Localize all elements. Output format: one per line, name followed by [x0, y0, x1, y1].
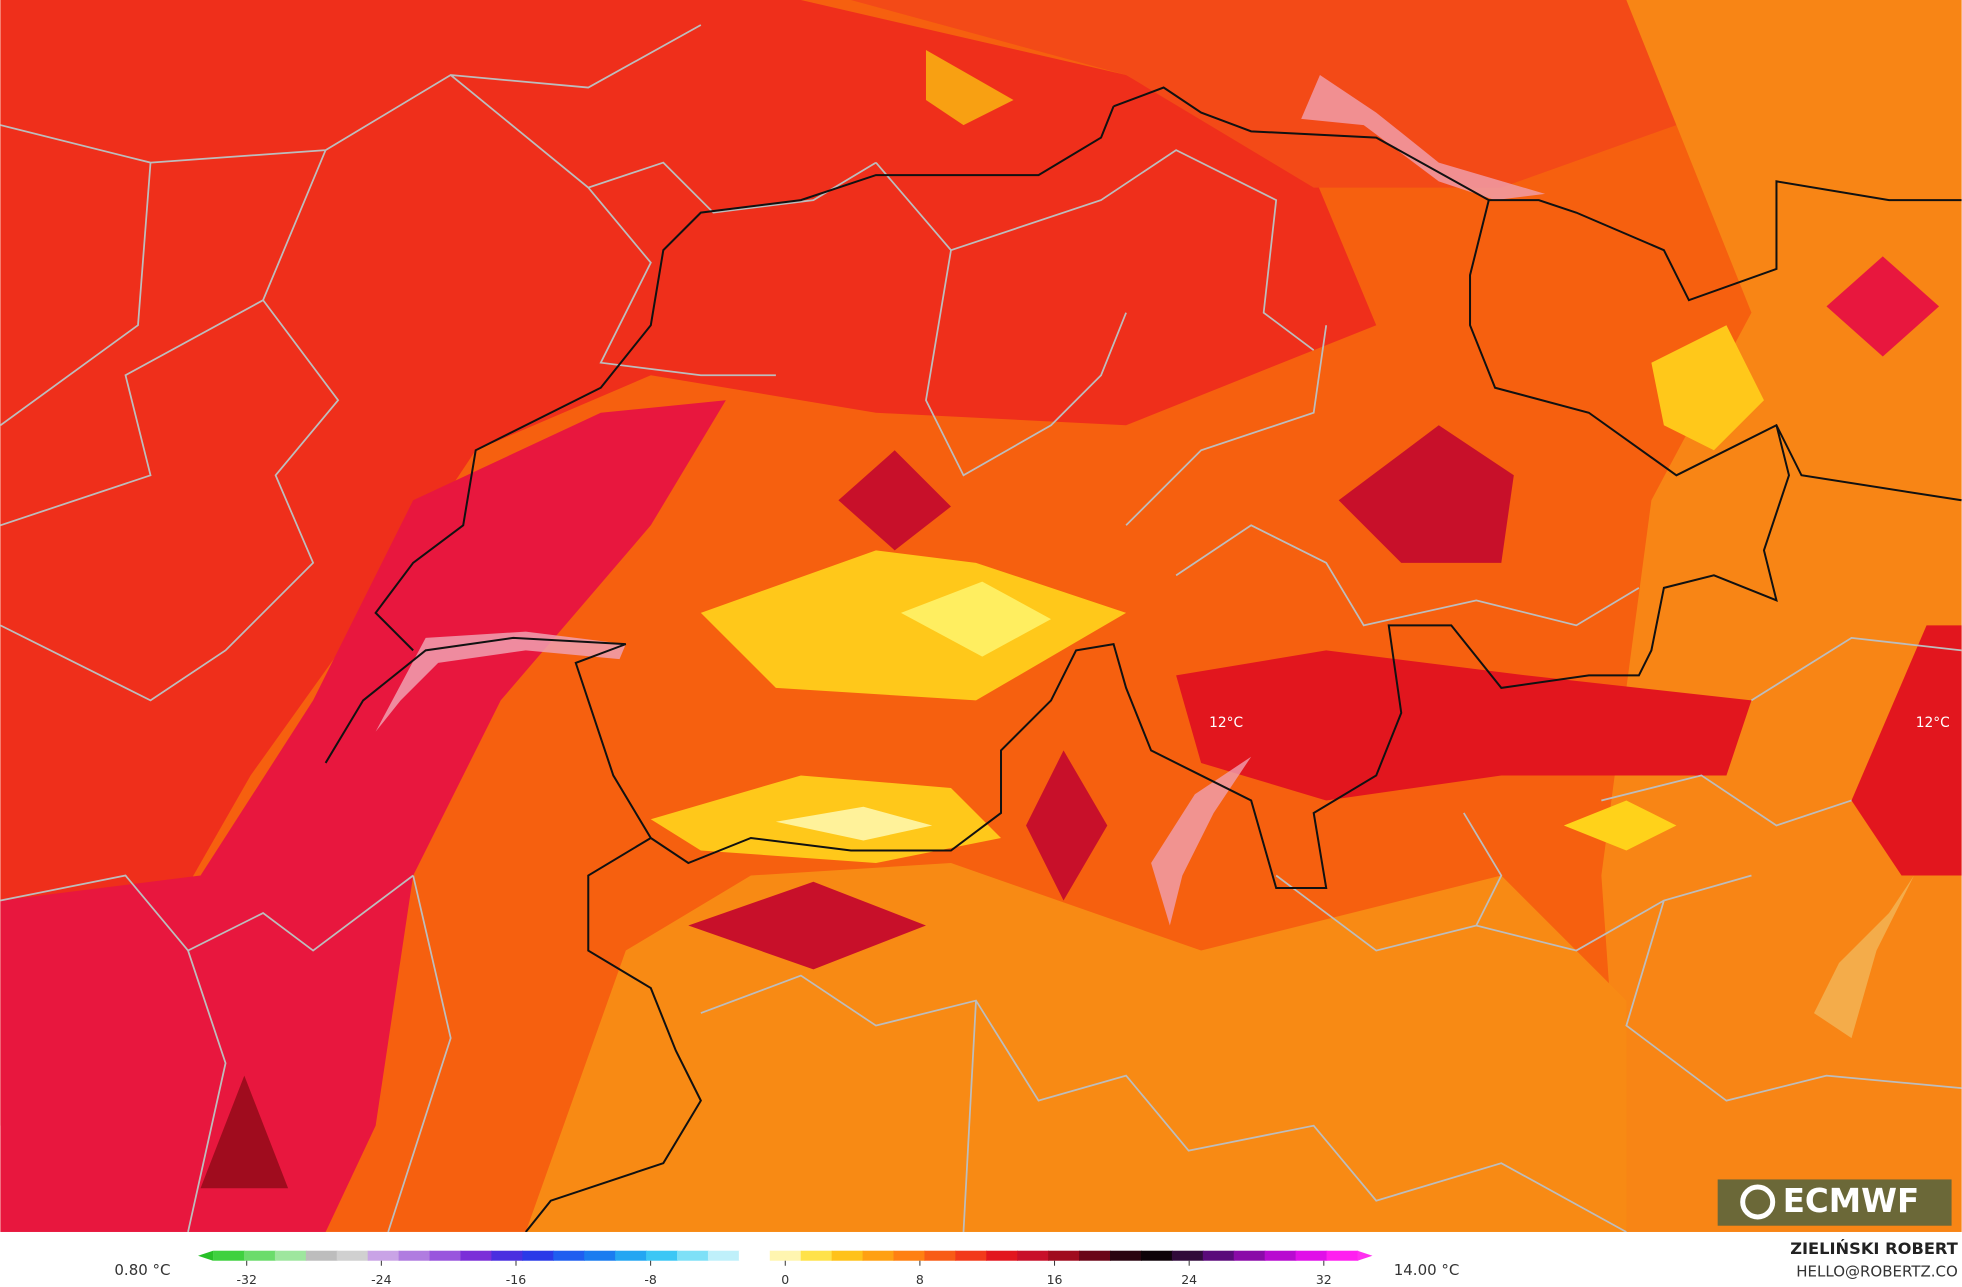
colorbar-segment [1048, 1250, 1080, 1261]
colorbar-tick-label: -16 [506, 1272, 526, 1287]
field-yellow [700, 550, 1127, 701]
field-yellow [1563, 800, 1677, 851]
field-warm [925, 50, 1014, 126]
colorbar-segment [1326, 1250, 1359, 1261]
colorbar-segment [1202, 1250, 1235, 1261]
field-dark [200, 1075, 289, 1189]
lake [375, 631, 626, 732]
colorbar-segment [955, 1250, 988, 1261]
field-red-orange [850, 0, 1677, 188]
colorbar-tick-label: 32 [1316, 1272, 1332, 1287]
colorbar-tick-label: -24 [371, 1272, 391, 1287]
map: 12°C 12°C ECMWF [0, 0, 1962, 1233]
field-deep-red [1338, 425, 1514, 563]
field-crimson [0, 400, 726, 1232]
colorbar-segment [553, 1250, 585, 1261]
max-label: 14.00 °C [1394, 1261, 1460, 1279]
field-orange-south [525, 863, 1627, 1232]
colorbar-segment [677, 1250, 709, 1261]
colorbar-segment [1017, 1250, 1049, 1261]
colorbar-segment [738, 1250, 771, 1261]
lake [1151, 756, 1252, 926]
lake [1301, 75, 1546, 201]
border [324, 86, 1962, 1233]
colorbar-segment [1295, 1250, 1328, 1261]
field-yellow-core [775, 806, 933, 841]
colorbar-tick-label: 8 [916, 1272, 924, 1287]
colorbar-segment [213, 1250, 245, 1261]
colorbar-segment [1264, 1250, 1297, 1261]
contact: HELLO@ROBERTZ.CO [1796, 1262, 1958, 1280]
colorbar-tick-label: 16 [1047, 1272, 1063, 1287]
logo-text: ECMWF [1783, 1182, 1919, 1220]
lake [1813, 875, 1915, 1039]
colorbar-segment [491, 1250, 524, 1261]
colorbar-segment [305, 1250, 338, 1261]
min-label: 0.80 °C [114, 1261, 170, 1279]
border [0, 24, 1315, 702]
field-deep-red [1176, 650, 1752, 801]
colorbar-segment [831, 1250, 864, 1261]
contour-label: 12°C [1916, 715, 1950, 731]
colorbar-segment [367, 1250, 400, 1261]
colorbar-segment [1110, 1250, 1142, 1261]
colorbar-segment [336, 1250, 369, 1261]
colorbar-segment [1079, 1250, 1111, 1261]
colorbar-tick-label: -32 [237, 1272, 257, 1287]
colorbar-tick-label: -8 [644, 1272, 657, 1287]
field-deep-red [1851, 625, 1962, 876]
colorbar-segment [1233, 1250, 1266, 1261]
colorbar-high [1357, 1250, 1373, 1261]
logo-icon [1740, 1184, 1776, 1220]
colorbar-segment [1140, 1250, 1173, 1261]
colorbar-segment [646, 1250, 678, 1261]
colorbar-segment [800, 1250, 833, 1261]
colorbar-segment [986, 1250, 1018, 1261]
colorbar-segment [893, 1250, 926, 1261]
colorbar-segment [924, 1250, 957, 1261]
colorbar-segment [707, 1250, 740, 1261]
colorbar-segment [862, 1250, 895, 1261]
colorbar-segment [398, 1250, 431, 1261]
field-deep-red [688, 881, 926, 970]
colorbar-segment [522, 1250, 555, 1261]
colorbar-low [198, 1250, 214, 1261]
field-deep-red [1026, 750, 1108, 901]
colorbar-tick-label: 24 [1181, 1272, 1197, 1287]
colorbar-segment [460, 1250, 493, 1261]
field-red [0, 0, 1377, 1126]
colorbar: -32 -24 -16 -8 0 8 16 24 32 [198, 1250, 1373, 1287]
colorbar-segment [584, 1250, 616, 1261]
field-yellow-core [900, 581, 1052, 657]
colorbar-segment [274, 1250, 307, 1261]
colorbar-segment [1171, 1250, 1204, 1261]
colorbar-segment [769, 1250, 802, 1261]
contour-label: 12°C [1209, 715, 1243, 731]
colorbar-segment [243, 1250, 276, 1261]
author: ZIELIŃSKI ROBERT [1790, 1239, 1958, 1258]
colorbar-segment [615, 1250, 647, 1261]
field-deep-red [838, 450, 951, 551]
field-yellow [1651, 325, 1764, 451]
border [0, 325, 1962, 1233]
colorbar-segment [429, 1250, 462, 1261]
colorbar-tick-label: 0 [781, 1272, 789, 1287]
